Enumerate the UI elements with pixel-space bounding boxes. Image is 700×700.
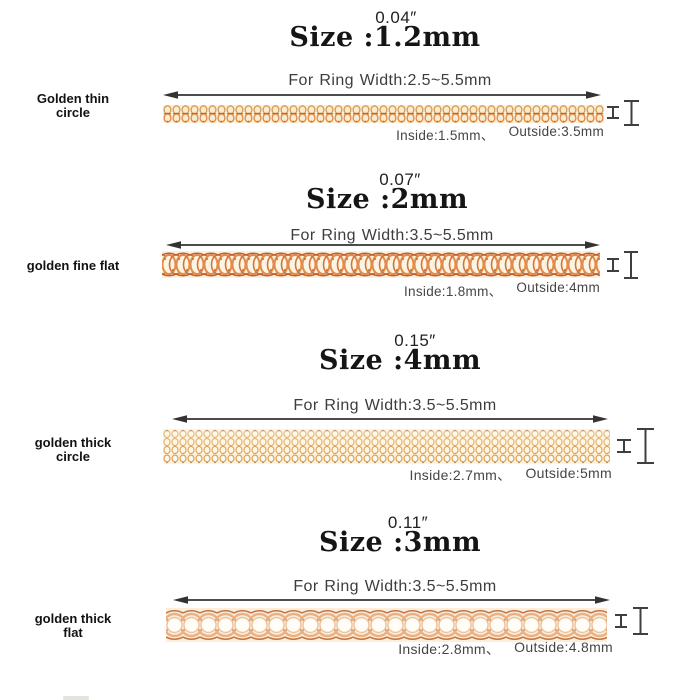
variant-label: golden fine flat: [8, 259, 138, 273]
cross-section-icon: [607, 251, 638, 279]
coil-image-fine-flat: [162, 251, 600, 278]
cross-section-icon: [617, 428, 654, 464]
variant-label: Golden thin circle: [8, 92, 138, 120]
variant-label-line1: Golden thin: [36, 91, 110, 106]
outside-diameter: Outside:4mm: [516, 280, 600, 295]
variant-label: golden thick flat: [8, 612, 138, 640]
outside-diameter: Outside:4.8mm: [514, 639, 613, 655]
variant-label-line2: flat: [63, 625, 83, 640]
variant-label-line2: circle: [56, 105, 90, 120]
ring-width-label: For Ring Width:2.5~5.5mm: [288, 72, 492, 89]
diameter-specs: Inside:1.8mm、 Outside:4mm: [404, 280, 600, 300]
ring-width-label: For Ring Width:3.5~5.5mm: [293, 578, 497, 595]
size-heading: Size :2mm: [305, 184, 469, 215]
inch-size-label: 0.15″: [394, 331, 436, 350]
diameter-specs: Inside:1.5mm、 Outside:3.5mm: [396, 124, 604, 144]
inside-diameter: Inside:1.5mm、: [396, 128, 495, 143]
variant-label-line1: golden thick: [34, 435, 112, 450]
outside-diameter: Outside:3.5mm: [508, 124, 604, 139]
double-arrow-icon: [173, 596, 610, 604]
double-arrow-icon: [172, 415, 608, 423]
ring-width-label: For Ring Width:3.5~5.5mm: [293, 397, 497, 414]
double-arrow-icon: [163, 91, 601, 99]
size-heading: Size :1.2mm: [289, 22, 481, 53]
variant-label-line1: golden thick: [34, 611, 112, 626]
bottom-crop-artifact: [63, 696, 89, 700]
inside-diameter: Inside:1.8mm、: [403, 284, 503, 299]
diameter-specs: Inside:2.7mm、 Outside:5mm: [410, 465, 613, 485]
coil-image-thick-flat: [166, 608, 607, 642]
inch-size-label: 0.11″: [387, 513, 429, 532]
variant-label-line2: circle: [56, 449, 90, 464]
cross-section-icon: [607, 100, 639, 126]
inch-size-label: 0.07″: [379, 170, 421, 189]
diameter-specs: Inside:2.8mm、 Outside:4.8mm: [398, 639, 613, 659]
cross-section-icon: [615, 607, 648, 635]
double-arrow-icon: [166, 241, 600, 249]
ring-width-label: For Ring Width:3.5~5.5mm: [290, 227, 494, 244]
inch-size-label: 0.04″: [375, 8, 417, 27]
inside-diameter: Inside:2.7mm、: [409, 467, 512, 483]
inside-diameter: Inside:2.8mm、: [398, 641, 501, 657]
variant-label-line1: golden fine flat: [26, 258, 120, 273]
outside-diameter: Outside:5mm: [525, 465, 612, 481]
coil-image-thick-circle: [163, 429, 610, 464]
coil-image-thin-circle: [163, 105, 604, 123]
variant-label: golden thick circle: [8, 436, 138, 464]
size-heading: Size :3mm: [318, 527, 482, 558]
size-heading: Size :4mm: [318, 345, 482, 376]
